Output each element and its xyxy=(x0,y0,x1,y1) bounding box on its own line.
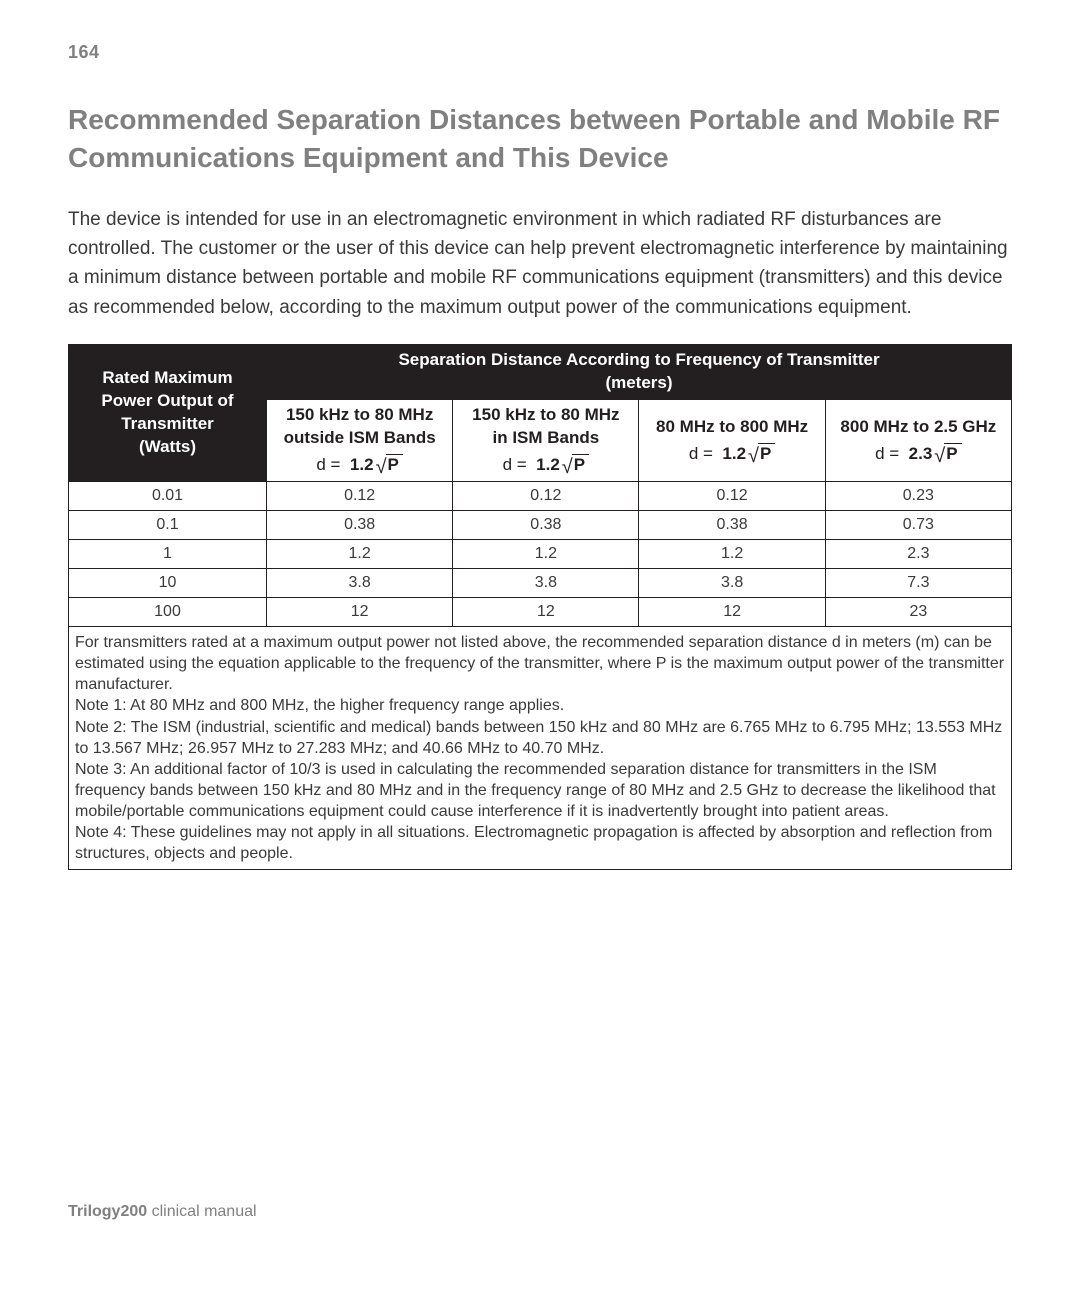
freq-sub: outside ISM Bands xyxy=(284,428,436,447)
freq-range: 800 MHz to 2.5 GHz xyxy=(840,417,996,436)
table-row: 0.010.120.120.120.23 xyxy=(69,482,1012,511)
footer: Trilogy200 clinical manual xyxy=(68,1203,257,1221)
cell-distance: 2.3 xyxy=(825,540,1011,569)
cell-distance: 7.3 xyxy=(825,569,1011,598)
freq-range: 150 kHz to 80 MHz xyxy=(286,405,433,424)
cell-distance: 0.23 xyxy=(825,482,1011,511)
header-power-l2: Power Output of xyxy=(101,391,233,410)
cell-distance: 0.12 xyxy=(453,482,639,511)
footer-product: Trilogy200 xyxy=(68,1203,147,1220)
cell-distance: 23 xyxy=(825,598,1011,627)
header-power: Rated Maximum Power Output of Transmitte… xyxy=(69,345,267,482)
cell-distance: 3.8 xyxy=(453,569,639,598)
intro-paragraph: The device is intended for use in an ele… xyxy=(68,205,1012,323)
note-line: For transmitters rated at a maximum outp… xyxy=(75,632,1005,695)
notes-row: For transmitters rated at a maximum outp… xyxy=(69,627,1012,870)
freq-header-0: 150 kHz to 80 MHz outside ISM Bands d = 1.… xyxy=(267,400,453,482)
note-line: Note 3: An additional factor of 10/3 is … xyxy=(75,759,1005,822)
cell-distance: 0.38 xyxy=(267,511,453,540)
cell-distance: 0.38 xyxy=(639,511,825,540)
table-row: 0.10.380.380.380.73 xyxy=(69,511,1012,540)
cell-power: 10 xyxy=(69,569,267,598)
note-line: Note 4: These guidelines may not apply i… xyxy=(75,822,1005,864)
page-heading: Recommended Separation Distances between… xyxy=(68,101,1012,177)
freq-formula: d = 1.2√P xyxy=(503,454,590,477)
cell-power: 1 xyxy=(69,540,267,569)
separation-distance-table: Rated Maximum Power Output of Transmitte… xyxy=(68,344,1012,870)
header-distance: Separation Distance According to Frequen… xyxy=(267,345,1012,400)
page-number: 164 xyxy=(68,42,1012,63)
cell-power: 0.01 xyxy=(69,482,267,511)
cell-power: 100 xyxy=(69,598,267,627)
cell-distance: 0.73 xyxy=(825,511,1011,540)
freq-formula: d = 2.3√P xyxy=(875,443,962,466)
freq-header-1: 150 kHz to 80 MHz in ISM Bands d = 1.2√P xyxy=(453,400,639,482)
table-row: 103.83.83.87.3 xyxy=(69,569,1012,598)
table-header-row-1: Rated Maximum Power Output of Transmitte… xyxy=(69,345,1012,400)
freq-header-3: 800 MHz to 2.5 GHz d = 2.3√P xyxy=(825,400,1011,482)
freq-header-2: 80 MHz to 800 MHz d = 1.2√P xyxy=(639,400,825,482)
cell-distance: 3.8 xyxy=(639,569,825,598)
table-row: 10012121223 xyxy=(69,598,1012,627)
note-line: Note 1: At 80 MHz and 800 MHz, the highe… xyxy=(75,695,1005,716)
freq-formula: d = 1.2√P xyxy=(689,443,776,466)
cell-distance: 3.8 xyxy=(267,569,453,598)
freq-range: 80 MHz to 800 MHz xyxy=(656,417,808,436)
freq-range: 150 kHz to 80 MHz xyxy=(472,405,619,424)
cell-distance: 1.2 xyxy=(453,540,639,569)
header-power-l1: Rated Maximum xyxy=(102,368,232,387)
header-power-l3: Transmitter xyxy=(121,414,214,433)
notes-cell: For transmitters rated at a maximum outp… xyxy=(69,627,1012,870)
cell-power: 0.1 xyxy=(69,511,267,540)
header-distance-l2: (meters) xyxy=(605,373,672,392)
cell-distance: 0.12 xyxy=(639,482,825,511)
cell-distance: 12 xyxy=(639,598,825,627)
cell-distance: 1.2 xyxy=(267,540,453,569)
cell-distance: 0.12 xyxy=(267,482,453,511)
cell-distance: 1.2 xyxy=(639,540,825,569)
header-power-l4: (Watts) xyxy=(139,437,196,456)
header-distance-l1: Separation Distance According to Frequen… xyxy=(398,350,879,369)
cell-distance: 0.38 xyxy=(453,511,639,540)
cell-distance: 12 xyxy=(267,598,453,627)
cell-distance: 12 xyxy=(453,598,639,627)
note-line: Note 2: The ISM (industrial, scientific … xyxy=(75,717,1005,759)
footer-subtitle: clinical manual xyxy=(147,1203,256,1220)
freq-formula: d = 1.2√P xyxy=(316,454,403,477)
table-row: 11.21.21.22.3 xyxy=(69,540,1012,569)
freq-sub: in ISM Bands xyxy=(493,428,600,447)
